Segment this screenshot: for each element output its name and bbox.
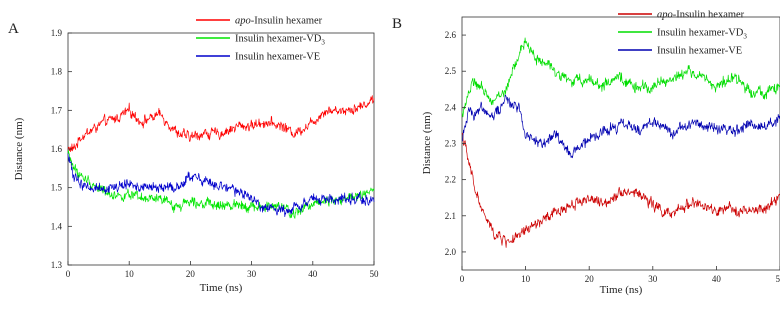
x-tick-label-a: 30 [247, 269, 257, 279]
y-tick-label-a: 1.4 [51, 221, 63, 231]
panel-letter-a: A [8, 21, 19, 37]
series-line-a-3 [67, 153, 375, 218]
y-tick-label-a: 1.3 [51, 260, 63, 270]
x-tick-label-a: 50 [370, 269, 380, 279]
x-tick-label-b: 0 [460, 274, 465, 284]
y-tick-label-b: 2.4 [445, 102, 457, 112]
legend-a: apo-Insulin hexamer Insulin hexamer-VD3 In… [196, 16, 325, 63]
y-tick-label-b: 2.5 [445, 66, 457, 76]
y-axis-label-b: Distance (nm) [421, 111, 433, 174]
panel-letter-b: B [392, 16, 402, 32]
legend-label-b-1: apo-Insulin hexamer [657, 10, 745, 21]
panel-a: A 0 10 20 30 40 50 1.3 1.4 1.5 1.6 1.7 1.8 1.9 Time … [8, 16, 379, 295]
x-tick-label-a: 20 [186, 269, 196, 279]
x-tick-label-b: 20 [585, 274, 595, 284]
y-tick-label-b: 2.1 [445, 211, 456, 221]
ticks-b: 0 10 20 30 40 50 2.0 2.1 2.2 2.3 2.4 2.5 2.6 [445, 30, 780, 284]
y-tick-label-a: 1.8 [51, 67, 63, 77]
y-tick-label-b: 2.3 [445, 139, 457, 149]
series-line-b-3 [461, 94, 780, 159]
y-tick-label-a: 1.7 [51, 105, 63, 115]
x-tick-label-b: 40 [712, 274, 722, 284]
legend-b: apo-Insulin hexamer Insulin hexamer-VD3 In… [618, 10, 747, 57]
ticks-a: 0 10 20 30 40 50 1.3 1.4 1.5 1.6 1.7 1.8 1.9 [51, 28, 379, 279]
x-tick-label-a: 0 [66, 269, 71, 279]
x-axis-label-b: Time (ns) [600, 284, 643, 296]
series-line-b-1 [461, 132, 780, 248]
x-axis-label-a: Time (ns) [200, 282, 243, 294]
legend-label-a-2: Insulin hexamer-VD3 [235, 34, 325, 47]
y-axis-label-a: Distance (nm) [13, 117, 25, 180]
plot-frame-a [67, 32, 375, 266]
x-tick-label-b: 50 [776, 274, 780, 284]
legend-label-b-2: Insulin hexamer-VD3 [657, 28, 747, 41]
x-tick-label-b: 10 [521, 274, 531, 284]
series-line-a-2 [67, 150, 375, 219]
x-tick-label-b: 30 [648, 274, 658, 284]
legend-label-a-1: apo-Insulin hexamer [235, 16, 323, 27]
x-tick-label-a: 10 [125, 269, 135, 279]
legend-label-b-3: Insulin hexamer-VE [657, 46, 742, 57]
series-line-a-1 [67, 95, 375, 153]
x-tick-label-a: 40 [308, 269, 318, 279]
legend-label-a-3: Insulin hexamer-VE [235, 52, 320, 63]
y-tick-label-a: 1.6 [51, 144, 63, 154]
panel-b: B 0 10 20 30 40 50 2.0 2.1 2.2 2.3 2.4 2.5 2.6 Time … [392, 10, 780, 296]
y-tick-label-a: 1.9 [51, 28, 63, 38]
series-line-b-2 [461, 37, 780, 118]
y-tick-label-b: 2.6 [445, 30, 457, 40]
series-group-b [461, 37, 780, 248]
y-tick-label-b: 2.2 [445, 175, 456, 185]
y-tick-label-a: 1.5 [51, 183, 63, 193]
y-tick-label-b: 2.0 [445, 247, 457, 257]
series-group-a [67, 95, 375, 219]
